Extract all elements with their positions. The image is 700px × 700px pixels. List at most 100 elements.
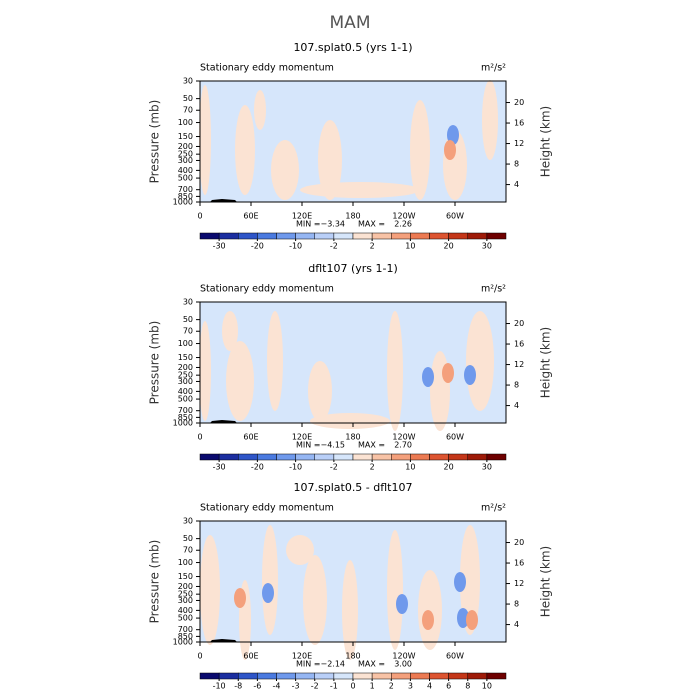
y2-tick-label: 4 — [514, 401, 519, 410]
field-region — [286, 535, 314, 565]
field-region — [430, 351, 450, 431]
y2-tick-label: 16 — [514, 340, 524, 349]
colorbar-box — [429, 453, 449, 461]
colorbar-label: 3 — [408, 682, 413, 691]
field-region — [482, 80, 498, 160]
y-tick-label: 50 — [183, 534, 193, 543]
min-value: −3.34 — [320, 220, 345, 229]
min-value: −4.15 — [320, 441, 345, 450]
colorbar-box — [352, 232, 373, 240]
units: m²/s² — [481, 63, 506, 74]
panel-subtitle: Stationary eddy momentum — [200, 503, 334, 514]
x-tick-label: 120W — [392, 652, 415, 661]
field-region — [254, 90, 266, 130]
colorbar-box — [295, 453, 315, 461]
colorbar-box — [391, 453, 411, 461]
field-region — [226, 341, 254, 421]
max-value: 3.00 — [394, 660, 412, 669]
colorbar-label: -10 — [289, 242, 302, 251]
x-tick-label: 120E — [292, 652, 312, 661]
colorbar-box — [410, 232, 430, 240]
colorbar-label: 10 — [482, 682, 492, 691]
colorbar-label: -20 — [251, 242, 264, 251]
field-region — [318, 120, 342, 200]
x-tick-label: 0 — [197, 212, 202, 221]
colorbar-label: -2 — [330, 463, 338, 472]
min-label: MIN = — [296, 220, 321, 229]
y-tick-label: 100 — [178, 558, 193, 567]
colorbar-label: 10 — [405, 242, 415, 251]
x-tick-label: 60W — [446, 433, 464, 442]
y-tick-label: 300 — [178, 156, 193, 165]
field-extreme — [442, 363, 454, 383]
panel-subtitle: Stationary eddy momentum — [200, 63, 334, 74]
y-axis-label: Pressure (mb) — [148, 100, 162, 184]
panel: dflt107 (yrs 1-1) Stationary eddy momentu… — [148, 262, 553, 472]
y-tick-label: 850 — [178, 632, 193, 641]
x-tick-label: 180 — [345, 652, 360, 661]
field-region — [410, 100, 430, 200]
max-label: MAX = — [358, 220, 385, 229]
colorbar-box — [448, 453, 468, 461]
colorbar-label: -30 — [213, 242, 226, 251]
field-extreme — [464, 365, 476, 385]
y2-tick-label: 20 — [514, 538, 524, 547]
colorbar-box — [276, 672, 296, 680]
y-tick-label: 100 — [178, 339, 193, 348]
field-region — [303, 555, 327, 645]
x-tick-label: 60E — [243, 212, 258, 221]
y-tick-label: 50 — [183, 315, 193, 324]
colorbar-box — [276, 453, 296, 461]
colorbar-label: 20 — [444, 463, 454, 472]
field-region — [300, 182, 420, 198]
field-region — [460, 525, 480, 635]
colorbar-label: 2 — [389, 682, 394, 691]
field-region — [199, 321, 211, 421]
y-tick-label: 70 — [183, 106, 193, 115]
colorbar-label: 0 — [350, 682, 355, 691]
y-tick-label: 400 — [178, 606, 193, 615]
x-tick-label: 0 — [197, 433, 202, 442]
colorbar-label: 6 — [446, 682, 451, 691]
colorbar-label: 8 — [465, 682, 470, 691]
min-label: MIN = — [296, 660, 321, 669]
y2-tick-label: 20 — [514, 319, 524, 328]
panel-title: 107.splat0.5 (yrs 1-1) — [293, 41, 412, 54]
y-tick-label: 850 — [178, 413, 193, 422]
field-region — [418, 570, 442, 650]
colorbar-box — [199, 232, 220, 240]
y-tick-label: 1000 — [173, 419, 193, 428]
max-value: 2.70 — [394, 441, 412, 450]
y-tick-label: 700 — [178, 406, 193, 415]
field-region — [262, 525, 278, 635]
colorbar-label: 2 — [370, 463, 375, 472]
colorbar-box — [429, 672, 449, 680]
y-tick-label: 30 — [183, 517, 193, 526]
colorbar-box — [486, 232, 507, 240]
colorbar-label: -2 — [311, 682, 319, 691]
colorbar-box — [448, 232, 468, 240]
min-value: −2.14 — [320, 660, 345, 669]
y-tick-label: 200 — [178, 363, 193, 372]
y2-tick-label: 16 — [514, 559, 524, 568]
y2-tick-label: 12 — [514, 360, 524, 369]
y2-tick-label: 4 — [514, 620, 519, 629]
colorbar-box — [295, 232, 315, 240]
colorbar-box — [429, 232, 449, 240]
colorbar-box — [410, 672, 430, 680]
y2-tick-label: 16 — [514, 119, 524, 128]
y-tick-label: 300 — [178, 596, 193, 605]
topography — [210, 420, 237, 423]
x-tick-label: 60W — [446, 652, 464, 661]
x-tick-label: 0 — [197, 652, 202, 661]
y2-tick-label: 8 — [514, 600, 519, 609]
panel-title: 107.splat0.5 - dflt107 — [294, 481, 413, 494]
y-tick-label: 200 — [178, 142, 193, 151]
colorbar-label: 30 — [482, 242, 492, 251]
y-tick-label: 400 — [178, 387, 193, 396]
colorbar-box — [333, 232, 354, 240]
colorbar-label: -1 — [330, 682, 338, 691]
min-label: MIN = — [296, 441, 321, 450]
x-tick-label: 120E — [292, 433, 312, 442]
